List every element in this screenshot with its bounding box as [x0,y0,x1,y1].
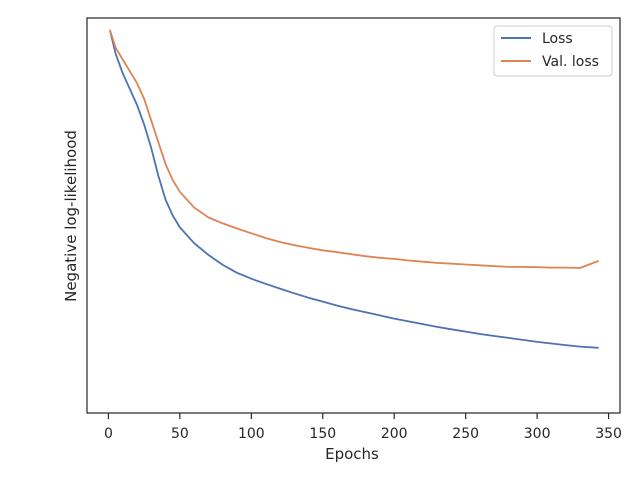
x-tick-label: 300 [524,426,551,442]
legend-label-loss: Loss [542,31,573,47]
plot-area [86,17,621,414]
legend: Loss Val. loss [493,25,613,77]
x-tick-label: 350 [595,426,622,442]
y-axis-label: Negative log-likelihood [62,130,80,302]
x-tick-label: 100 [238,426,265,442]
x-tick-label: 50 [171,426,189,442]
x-tick-label: 250 [452,426,479,442]
x-tick-label: 150 [309,426,336,442]
series-line-val-loss [109,29,599,269]
series-line-loss [109,29,599,349]
x-tick-label: 200 [381,426,408,442]
series-layer [109,29,599,349]
x-axis-label: Epochs [325,445,379,463]
x-tick-label: 0 [104,426,113,442]
legend-label-val-loss: Val. loss [542,54,599,70]
x-axis-ticks: 0 50 100 150 200 250 300 350 [104,413,622,442]
